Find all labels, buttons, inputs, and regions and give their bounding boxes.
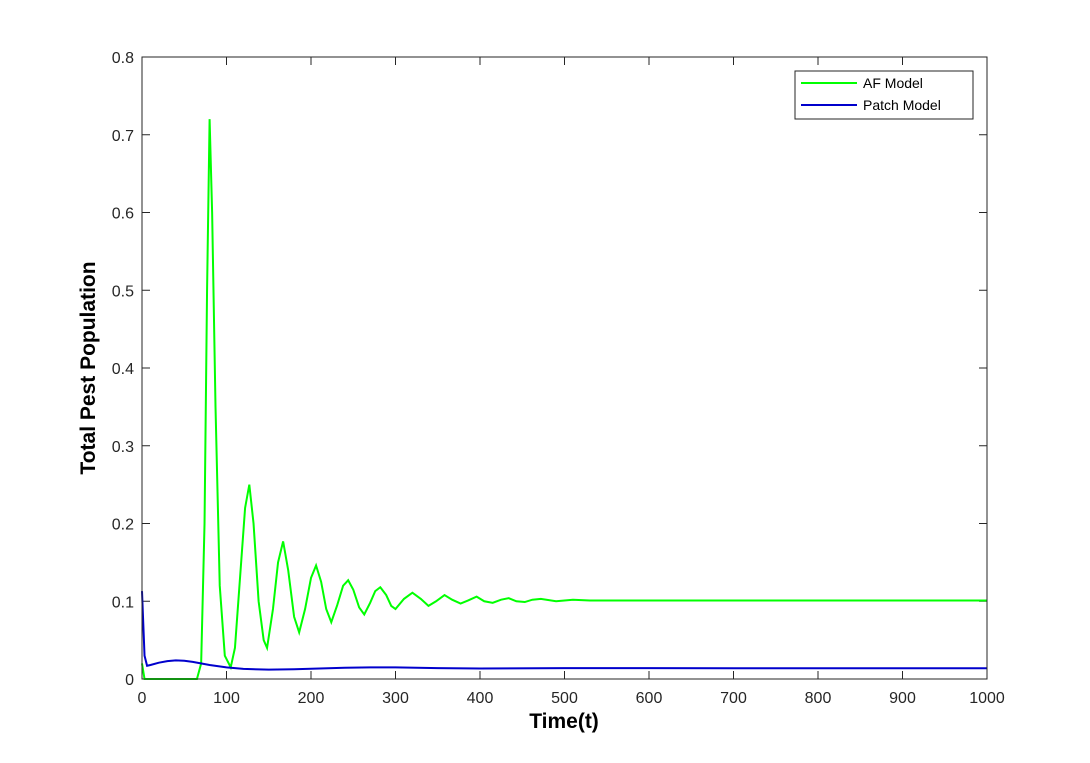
- y-tick-label: 0: [125, 672, 134, 689]
- legend-box: [794, 70, 974, 120]
- legend-label: AF Model: [863, 75, 923, 91]
- x-tick-label: 300: [382, 690, 409, 707]
- y-tick-label: 0.8: [112, 50, 134, 67]
- y-tick-label: 0.1: [112, 594, 134, 611]
- x-tick-label: 0: [138, 690, 147, 707]
- x-tick-label: 200: [298, 690, 325, 707]
- legend: AF Model Patch Model: [794, 70, 974, 120]
- y-tick-label: 0.6: [112, 206, 134, 223]
- data-line: [141, 119, 987, 680]
- plot-area: [142, 57, 987, 679]
- y-tick-label: 0.4: [112, 361, 134, 378]
- x-tick-label: 900: [889, 690, 916, 707]
- legend-label: Patch Model: [863, 97, 941, 113]
- x-axis-label: Time(t): [529, 710, 599, 733]
- axes-box: [141, 56, 988, 680]
- y-tick-label: 0.2: [112, 517, 134, 534]
- y-axis-label: Total Pest Population: [77, 261, 100, 474]
- y-tick-label: 0.5: [112, 283, 134, 300]
- y-tick-label: 0.7: [112, 128, 134, 145]
- x-tick-label: 800: [805, 690, 832, 707]
- data-line: [141, 591, 987, 671]
- x-tick-label: 700: [720, 690, 747, 707]
- y-tick-label: 0.3: [112, 439, 134, 456]
- x-tick-label: 100: [213, 690, 240, 707]
- x-tick-label: 1000: [969, 690, 1005, 707]
- x-tick-label: 600: [636, 690, 663, 707]
- x-tick-label: 400: [467, 690, 494, 707]
- x-tick-label: 500: [551, 690, 578, 707]
